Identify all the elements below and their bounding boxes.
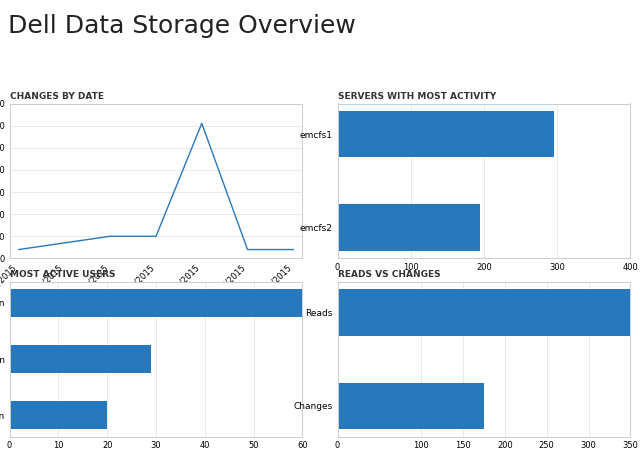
Bar xyxy=(337,288,630,336)
Bar xyxy=(10,345,151,373)
Text: CHANGES BY DATE: CHANGES BY DATE xyxy=(10,92,104,101)
Bar xyxy=(337,382,484,429)
Bar xyxy=(10,288,303,317)
Text: READS VS CHANGES: READS VS CHANGES xyxy=(337,270,440,279)
Bar xyxy=(337,111,554,158)
Text: SERVERS WITH MOST ACTIVITY: SERVERS WITH MOST ACTIVITY xyxy=(337,92,496,101)
Text: MOST ACTIVE USERS: MOST ACTIVE USERS xyxy=(10,270,115,279)
Text: Dell Data Storage Overview: Dell Data Storage Overview xyxy=(8,14,356,37)
Bar xyxy=(337,204,481,252)
Bar xyxy=(10,401,108,429)
